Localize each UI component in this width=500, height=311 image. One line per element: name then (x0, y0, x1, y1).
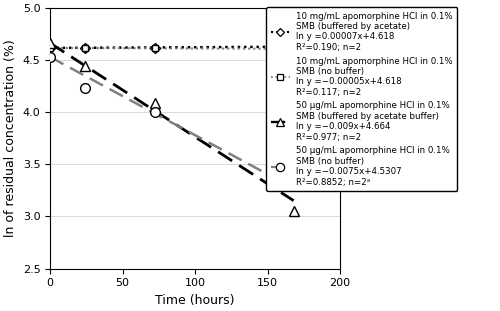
Y-axis label: ln of residual concentration (%): ln of residual concentration (%) (4, 39, 17, 237)
Legend: 10 mg/mL apomorphine HCl in 0.1%
SMB (buffered by acetate)
ln y =0.00007x+4.618
: 10 mg/mL apomorphine HCl in 0.1% SMB (bu… (266, 7, 458, 191)
X-axis label: Time (hours): Time (hours) (156, 294, 235, 307)
